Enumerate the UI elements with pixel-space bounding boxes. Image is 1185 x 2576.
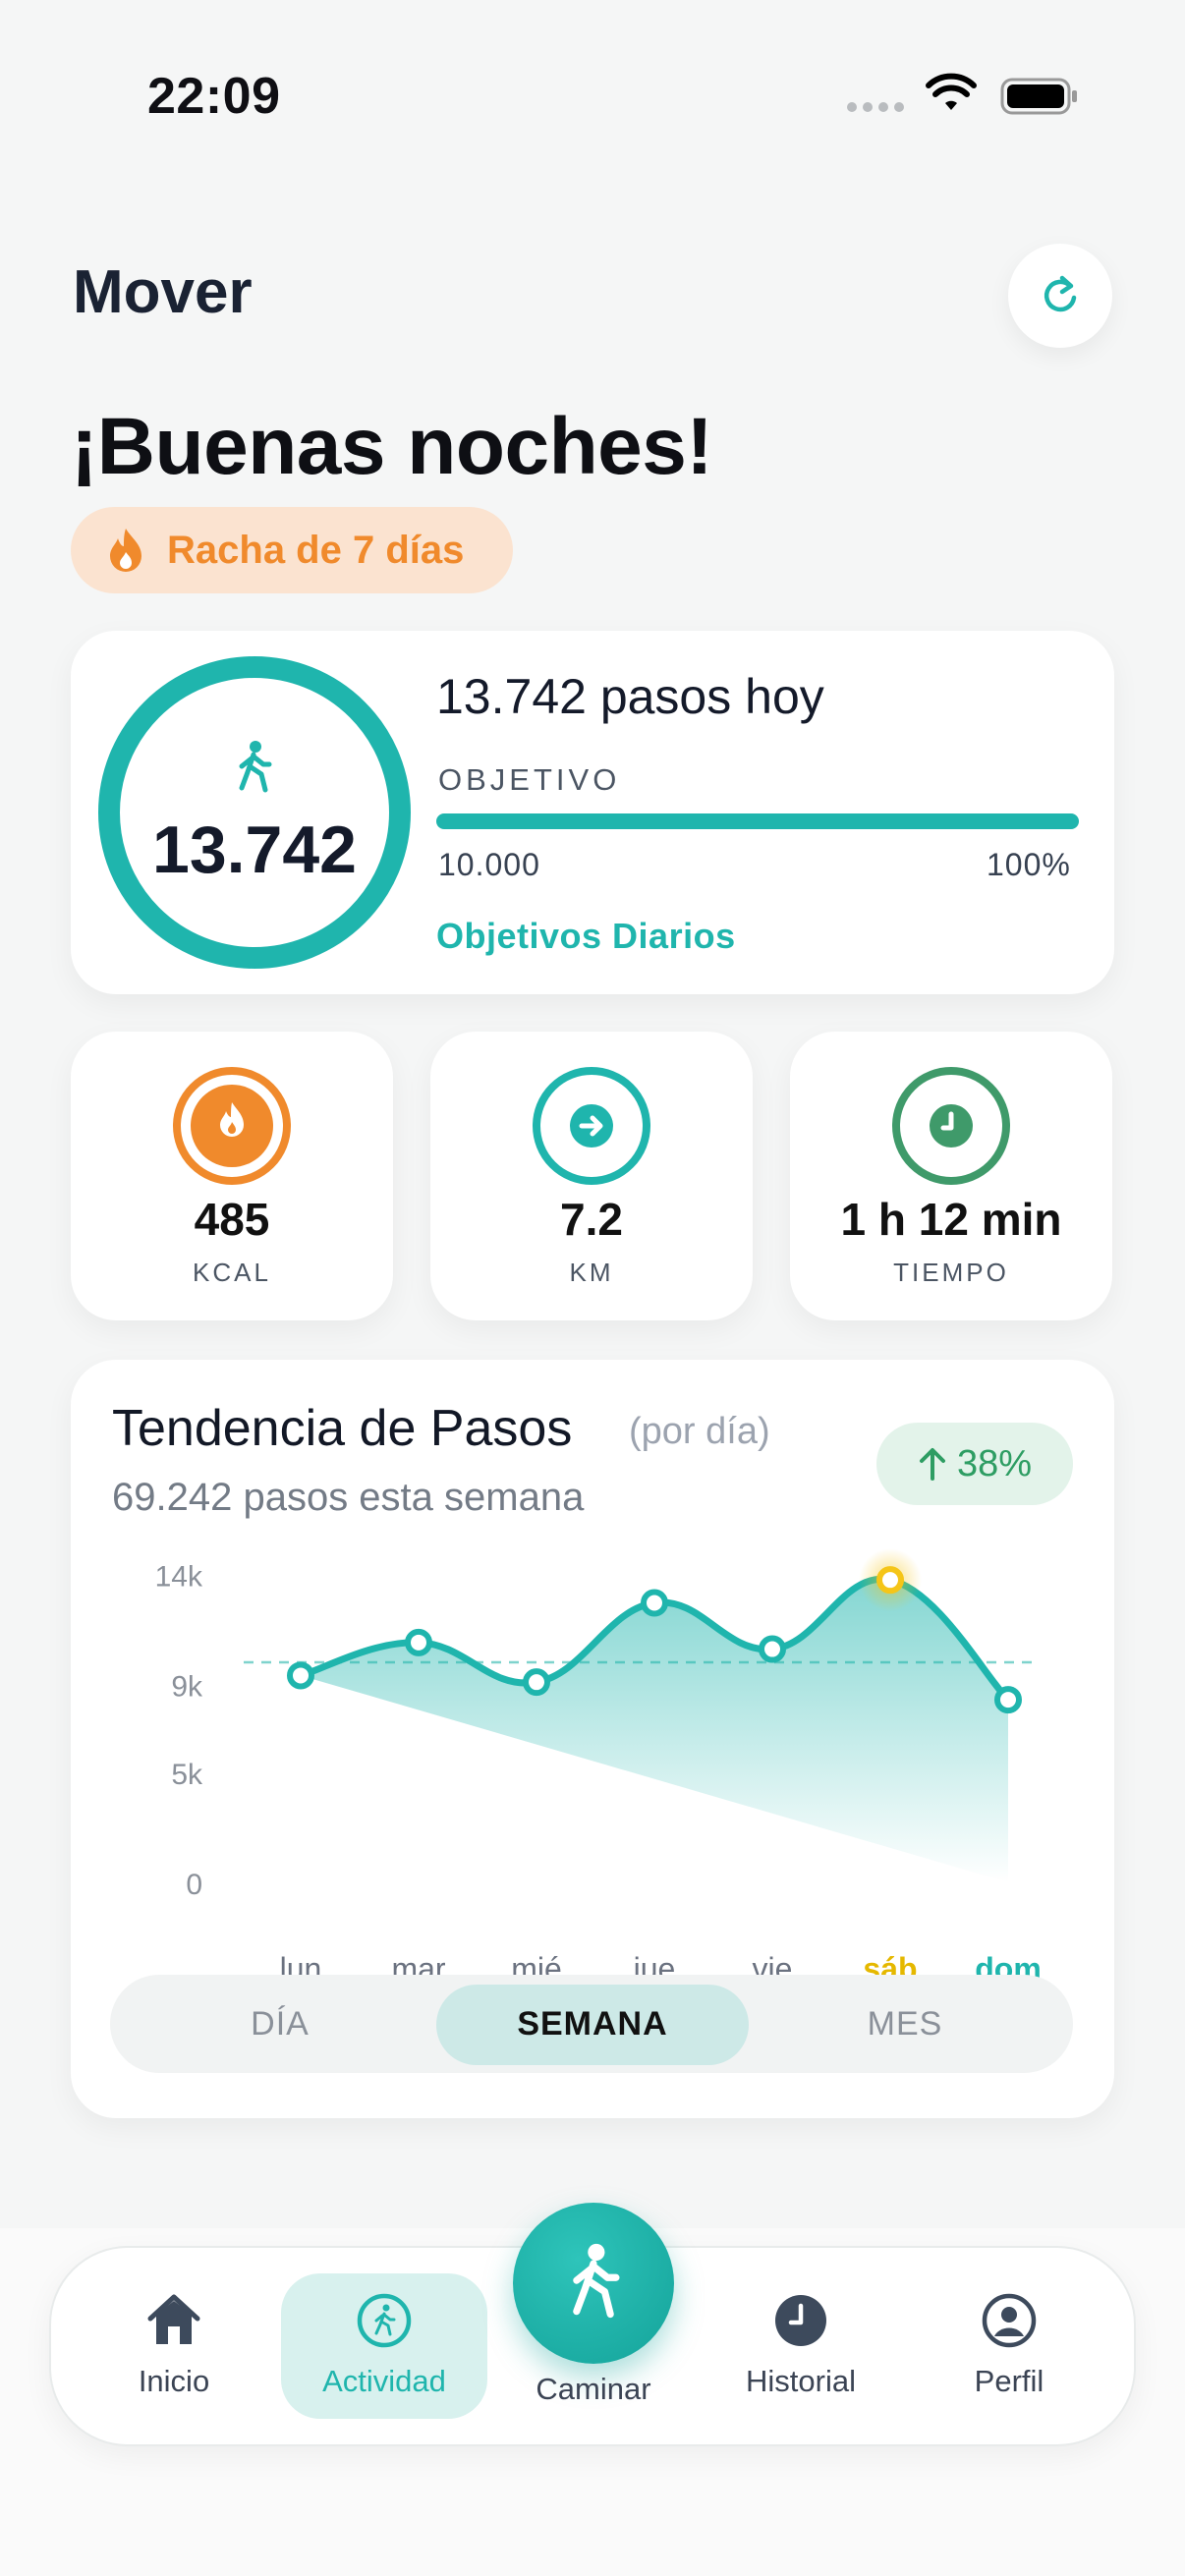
- calories-value: 485: [194, 1194, 270, 1245]
- data-point: [759, 1635, 786, 1663]
- walk-icon: [239, 741, 272, 793]
- range-active-indicator: [436, 1985, 749, 2065]
- trend-title: Tendencia de Pasos: [112, 1400, 573, 1457]
- goal-value: 10.000: [438, 847, 540, 882]
- tab-label: Actividad: [322, 2364, 446, 2398]
- distance-value: 7.2: [560, 1194, 623, 1245]
- tab-label: Perfil: [974, 2364, 1044, 2398]
- calories-card[interactable]: [71, 1032, 393, 1320]
- goal-percent: 100%: [987, 847, 1071, 882]
- y-tick-label: 5k: [171, 1759, 203, 1791]
- week-total: 69.242 pasos esta semana: [112, 1476, 585, 1519]
- home-icon: [147, 2294, 200, 2344]
- range-option-week[interactable]: SEMANA: [517, 2004, 668, 2043]
- arrow-up-icon: [919, 1448, 945, 1481]
- distance-unit: KM: [569, 1258, 614, 1287]
- steps-card[interactable]: [71, 631, 1114, 994]
- y-tick-label: 9k: [171, 1670, 203, 1703]
- tab-caminar-label[interactable]: Caminar: [536, 2372, 651, 2406]
- refresh-button[interactable]: [1008, 244, 1112, 348]
- streak-badge: Racha de 7 días: [71, 507, 513, 593]
- tab-historial[interactable]: Historial: [698, 2289, 904, 2427]
- data-point: [876, 1566, 904, 1595]
- trend-subtitle: (por día): [629, 1411, 770, 1452]
- range-option-day[interactable]: DÍA: [251, 2004, 310, 2043]
- data-point: [523, 1668, 550, 1697]
- y-tick-label: 14k: [155, 1560, 203, 1593]
- profile-icon: [982, 2293, 1037, 2348]
- y-tick-label: 0: [186, 1869, 202, 1901]
- tab-inicio[interactable]: Inicio: [71, 2289, 277, 2427]
- trend-badge: 38%: [876, 1423, 1073, 1505]
- refresh-icon: [1044, 275, 1077, 312]
- streak-label: Racha de 7 días: [167, 528, 465, 572]
- distance-card[interactable]: [430, 1032, 753, 1320]
- goal-progress-bar: [436, 813, 1079, 829]
- arrow-right-icon: [533, 1067, 650, 1185]
- steps-title: 13.742 pasos hoy: [436, 669, 824, 724]
- time-value: 1 h 12 min: [840, 1194, 1062, 1245]
- daily-goals-link[interactable]: Objetivos Diarios: [436, 916, 736, 956]
- data-point: [405, 1628, 432, 1656]
- signal-dots-icon: [847, 102, 906, 114]
- range-option-month[interactable]: MES: [867, 2004, 943, 2043]
- tab-actividad[interactable]: Actividad: [281, 2289, 487, 2427]
- time-card[interactable]: [790, 1032, 1112, 1320]
- walk-fab-button[interactable]: [513, 2203, 674, 2364]
- flame-icon: [173, 1067, 291, 1185]
- activity-icon: [357, 2293, 412, 2348]
- tab-perfil[interactable]: Perfil: [906, 2289, 1112, 2427]
- time-unit: TIEMPO: [893, 1258, 1009, 1287]
- steps-ring: [98, 656, 411, 969]
- history-icon: [775, 2295, 826, 2346]
- wifi-icon: [926, 73, 977, 110]
- tab-label: Inicio: [138, 2364, 210, 2398]
- battery-icon: [1000, 78, 1077, 115]
- data-point: [994, 1686, 1022, 1714]
- data-point: [641, 1589, 668, 1617]
- trend-percent: 38%: [956, 1442, 1033, 1484]
- calories-unit: KCAL: [193, 1258, 271, 1287]
- walk-icon: [573, 2243, 620, 2319]
- greeting: ¡Buenas noches!: [71, 402, 713, 491]
- series-area: [301, 1579, 1008, 1882]
- status-time: 22:09: [147, 68, 281, 125]
- flame-icon: [110, 529, 141, 572]
- tab-label: Historial: [746, 2364, 856, 2398]
- goal-label: OBJETIVO: [438, 762, 621, 797]
- app-title: Mover: [73, 258, 253, 326]
- steps-count: 13.742: [152, 812, 357, 887]
- data-point: [287, 1661, 314, 1690]
- clock-icon: [892, 1067, 1010, 1185]
